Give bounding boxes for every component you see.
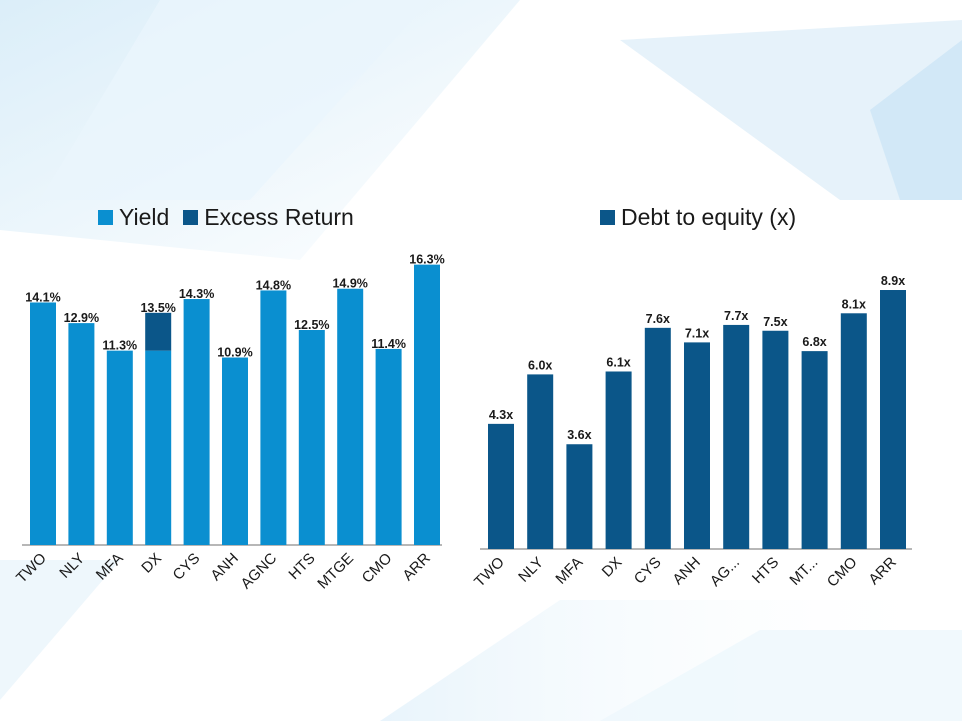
data-label-agnc: 14.8% bbox=[256, 278, 291, 292]
bar-debt-to-equity-cys bbox=[644, 327, 671, 549]
data-label-arr: 8.9x bbox=[881, 274, 905, 288]
data-label-dx: 13.5% bbox=[140, 301, 175, 315]
x-tick-label-ag: AG... bbox=[707, 554, 743, 590]
bar-debt-to-equity-nly bbox=[527, 374, 554, 549]
bar-yield-nly bbox=[68, 323, 95, 545]
data-label-ag: 7.7x bbox=[724, 309, 748, 323]
bar-yield-agnc bbox=[260, 290, 287, 545]
bar-yield-mfa bbox=[106, 350, 133, 545]
legend-left: Yield Excess Return bbox=[98, 204, 368, 231]
bar-debt-to-equity-ag bbox=[723, 324, 750, 549]
bar-debt-to-equity-two bbox=[488, 423, 514, 549]
bar-debt-to-equity-mfa bbox=[566, 444, 593, 549]
data-label-two: 4.3x bbox=[489, 408, 513, 422]
data-label-cys: 14.3% bbox=[179, 287, 214, 301]
data-label-cys: 7.6x bbox=[646, 312, 670, 326]
bar-debt-to-equity-dx bbox=[605, 371, 632, 549]
bar-yield-anh bbox=[222, 357, 248, 545]
legend-label-yield: Yield bbox=[119, 204, 170, 230]
data-label-nly: 6.0x bbox=[528, 358, 552, 372]
bar-yield-dx bbox=[145, 350, 172, 545]
bar-excess-return-dx bbox=[145, 312, 172, 351]
data-label-cmo: 8.1x bbox=[842, 297, 866, 311]
x-tick-label-mt: MT... bbox=[786, 554, 821, 589]
x-tick-label-arr: ARR bbox=[865, 554, 900, 589]
legend-item-yield: Yield bbox=[98, 204, 169, 231]
bar-debt-to-equity-mt bbox=[801, 351, 828, 549]
data-label-arr: 16.3% bbox=[409, 253, 444, 267]
data-label-mt: 6.8x bbox=[802, 335, 826, 349]
bar-yield-two bbox=[30, 302, 56, 545]
legend-label-excess-return: Excess Return bbox=[204, 204, 354, 230]
data-label-two: 14.1% bbox=[25, 290, 60, 304]
legend-item-excess-return: Excess Return bbox=[183, 204, 354, 231]
bar-yield-cys bbox=[183, 299, 210, 545]
bar-yield-arr bbox=[414, 264, 440, 545]
legend-item-debt-to-equity: Debt to equity (x) bbox=[600, 204, 796, 231]
bar-debt-to-equity-cmo bbox=[840, 313, 867, 549]
legend-swatch-yield bbox=[98, 210, 113, 225]
legend-right: Debt to equity (x) bbox=[600, 204, 810, 231]
data-label-hts: 7.5x bbox=[763, 315, 787, 329]
x-tick-label-hts: HTS bbox=[749, 554, 782, 587]
x-tick-label-cys: CYS bbox=[631, 554, 665, 588]
bar-debt-to-equity-arr bbox=[880, 290, 906, 549]
legend-swatch-debt-to-equity bbox=[600, 210, 615, 225]
data-label-dx: 6.1x bbox=[606, 355, 630, 369]
data-label-mfa: 3.6x bbox=[567, 428, 591, 442]
data-label-hts: 12.5% bbox=[294, 318, 329, 332]
legend-label-debt-to-equity: Debt to equity (x) bbox=[621, 204, 797, 230]
bar-debt-to-equity-anh bbox=[684, 342, 710, 549]
legend-swatch-excess-return bbox=[183, 210, 199, 225]
x-tick-label-two: TWO bbox=[471, 554, 508, 591]
x-tick-label-nly: NLY bbox=[515, 554, 547, 586]
x-tick-label-dx: DX bbox=[599, 554, 626, 581]
bar-yield-cmo bbox=[375, 348, 402, 545]
bar-debt-to-equity-hts bbox=[762, 330, 789, 549]
data-label-cmo: 11.4% bbox=[371, 337, 406, 351]
data-label-mfa: 11.3% bbox=[102, 339, 137, 353]
x-tick-label-cmo: CMO bbox=[824, 554, 861, 591]
x-tick-label-anh: ANH bbox=[669, 554, 703, 588]
bar-yield-mtge bbox=[337, 288, 364, 545]
data-label-nly: 12.9% bbox=[64, 311, 99, 325]
data-label-anh: 7.1x bbox=[685, 326, 709, 340]
bar-yield-hts bbox=[298, 330, 325, 545]
data-label-mtge: 14.9% bbox=[332, 277, 367, 291]
x-tick-label-mfa: MFA bbox=[552, 554, 586, 588]
data-label-anh: 10.9% bbox=[217, 346, 252, 360]
